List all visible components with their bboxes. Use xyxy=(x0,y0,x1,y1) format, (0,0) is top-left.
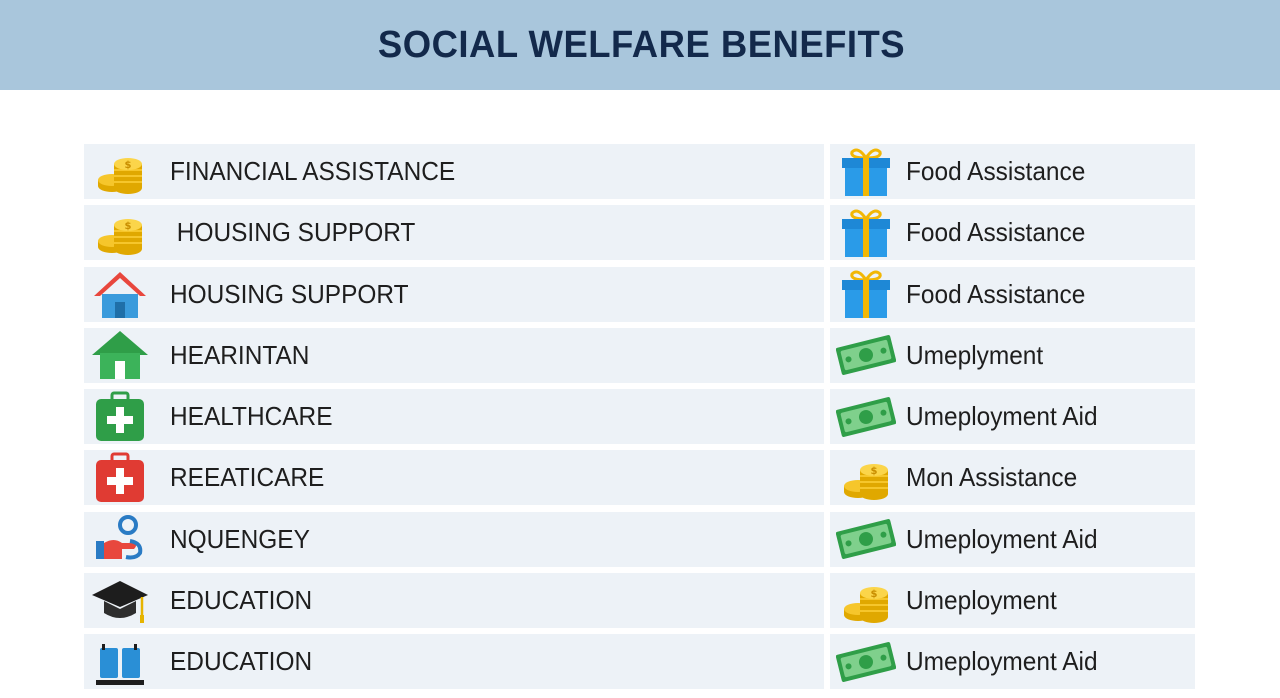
list-item-label: EDUCATION xyxy=(170,585,313,616)
list-item-label: FINANCIAL ASSISTANCE xyxy=(170,156,456,186)
house-icon xyxy=(88,267,152,322)
list-item[interactable]: Umeployment Aid xyxy=(830,634,1195,690)
list-item[interactable]: $ HOUSING SUPPORT xyxy=(84,205,824,261)
svg-text:$: $ xyxy=(871,589,878,600)
list-item[interactable]: REEATICARE xyxy=(84,450,824,506)
green-house-icon xyxy=(88,328,152,383)
right-benefits-list: Food Assistance Food Assistance Food Ass… xyxy=(830,144,1195,696)
list-item[interactable]: $ Mon Assistance xyxy=(830,450,1195,506)
list-item[interactable]: Umeplyment xyxy=(830,327,1195,383)
coins-icon: $ xyxy=(88,205,152,260)
list-item[interactable]: HEARINTAN xyxy=(84,327,824,383)
svg-text:$: $ xyxy=(125,221,132,232)
list-item[interactable]: Food Assistance xyxy=(830,144,1195,199)
gift-icon xyxy=(834,144,898,199)
list-item-label: Food Assistance xyxy=(906,217,1086,248)
list-item[interactable]: NQUENGEY xyxy=(84,511,824,567)
list-item-label: HOUSING SUPPORT xyxy=(170,217,416,248)
coins-icon: $ xyxy=(834,450,898,505)
list-item-label: Food Assistance xyxy=(906,278,1086,309)
list-item[interactable]: $ Umeployment xyxy=(830,573,1195,629)
list-item[interactable]: Food Assistance xyxy=(830,205,1195,261)
gift-icon xyxy=(834,267,898,322)
list-item[interactable]: EDUCATION xyxy=(84,634,824,690)
list-item[interactable]: HOUSING SUPPORT xyxy=(84,266,824,322)
list-item-label: Food Assistance xyxy=(906,156,1086,186)
banknote-icon xyxy=(834,389,898,444)
list-item[interactable]: EDUCATION xyxy=(84,573,824,629)
list-item-label: Umeplyment xyxy=(906,339,1044,370)
list-item-label: NQUENGEY xyxy=(170,523,310,554)
coins-icon: $ xyxy=(88,144,152,199)
coins-icon: $ xyxy=(834,573,898,628)
svg-text:$: $ xyxy=(125,160,132,171)
header-banner: SOCIAL WELFARE BENEFITS xyxy=(0,0,1280,90)
svg-text:$: $ xyxy=(871,466,878,477)
list-item-label: Umeployment Aid xyxy=(906,646,1098,677)
banknote-icon xyxy=(834,634,898,689)
left-benefits-list: $ FINANCIAL ASSISTANCE $ HOUSING SUPPORT… xyxy=(84,144,824,696)
list-item-label: Mon Assistance xyxy=(906,462,1078,493)
banknote-icon xyxy=(834,512,898,567)
helping-hand-icon xyxy=(88,512,152,567)
list-item-label: Umeployment xyxy=(906,585,1057,616)
banknote-icon xyxy=(834,328,898,383)
list-item-label: Umeployment Aid xyxy=(906,523,1098,554)
list-item[interactable]: Food Assistance xyxy=(830,266,1195,322)
list-item-label: HOUSING SUPPORT xyxy=(170,278,409,309)
list-item-label: Umeployment Aid xyxy=(906,401,1098,432)
green-medical-kit-icon xyxy=(88,389,152,444)
graduation-cap-icon xyxy=(88,573,152,628)
list-item[interactable]: Umeployment Aid xyxy=(830,389,1195,445)
list-item[interactable]: HEALTHCARE xyxy=(84,389,824,445)
books-icon xyxy=(88,634,152,689)
list-item-label: EDUCATION xyxy=(170,646,313,677)
list-item[interactable]: Umeployment Aid xyxy=(830,511,1195,567)
list-item-label: HEALTHCARE xyxy=(170,401,333,432)
list-item[interactable]: $ FINANCIAL ASSISTANCE xyxy=(84,144,824,199)
red-medical-kit-icon xyxy=(88,450,152,505)
list-item-label: REEATICARE xyxy=(170,462,325,493)
gift-icon xyxy=(834,205,898,260)
page-title: SOCIAL WELFARE BENEFITS xyxy=(378,23,906,66)
list-item-label: HEARINTAN xyxy=(170,339,310,370)
